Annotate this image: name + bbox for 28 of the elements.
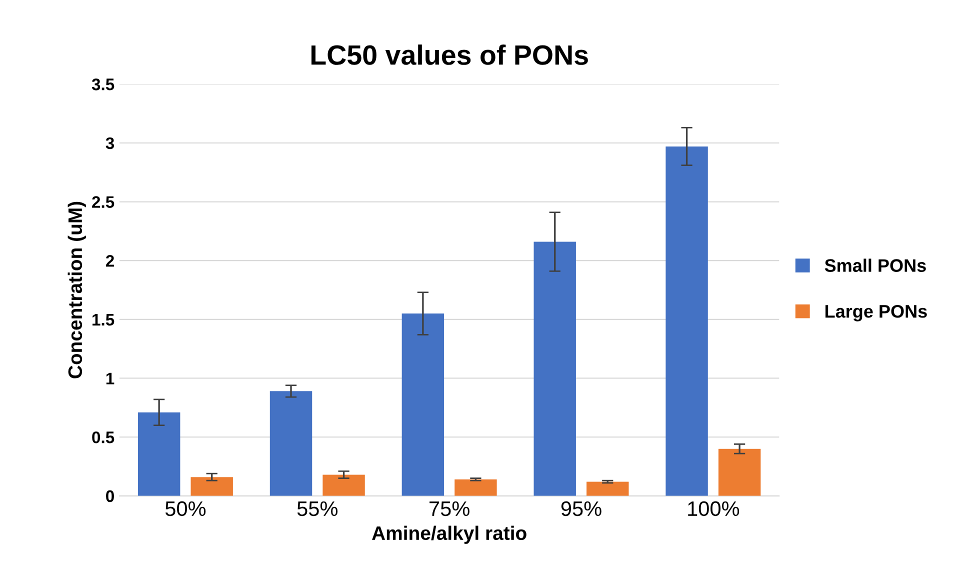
y-tick-label: 3 xyxy=(106,137,114,150)
x-tick-label: 55% xyxy=(297,501,338,516)
bar xyxy=(138,412,180,496)
y-tick-label: 2 xyxy=(106,254,114,267)
legend-label: Small PONs xyxy=(824,258,926,272)
legend-label: Large PONs xyxy=(825,304,927,322)
y-tick-label: 1.5 xyxy=(92,314,114,326)
y-tick-label: 0 xyxy=(106,490,114,502)
y-tick-label: 1 xyxy=(106,372,114,384)
y-tick-label: 3.5 xyxy=(92,78,114,90)
bar xyxy=(270,391,312,496)
bar xyxy=(454,479,497,496)
bar xyxy=(586,482,629,496)
x-tick-label: 50% xyxy=(165,501,206,516)
x-tick-label: 100% xyxy=(688,501,740,516)
x-axis-title: Amine/alkyl ratio xyxy=(372,526,526,544)
chart-title: LC50 values of PONs xyxy=(311,44,588,65)
bar xyxy=(718,448,761,496)
bar xyxy=(402,314,444,496)
x-tick-label: 95% xyxy=(561,501,602,516)
y-axis-title: Concentration (uM) xyxy=(68,202,86,378)
bar xyxy=(322,474,365,496)
y-tick-label: 0.5 xyxy=(92,431,114,444)
bar xyxy=(666,146,708,496)
x-tick-label: 75% xyxy=(430,501,470,516)
bar xyxy=(190,477,233,496)
bar xyxy=(534,242,576,496)
y-tick-label: 2.5 xyxy=(92,196,114,208)
